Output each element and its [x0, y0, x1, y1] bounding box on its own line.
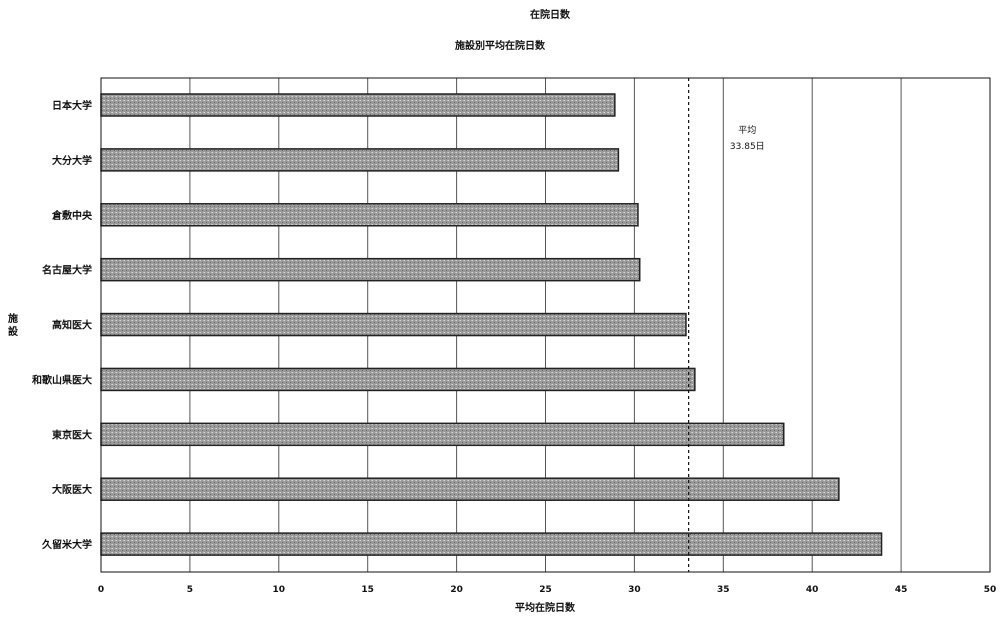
category-label: 和歌山県医大 — [31, 373, 92, 386]
category-label: 久留米大学 — [41, 538, 92, 551]
category-label: 高知医大 — [52, 319, 92, 332]
average-reference: 平均 33.85日 — [688, 78, 765, 572]
bar — [100, 148, 620, 172]
bar — [100, 367, 696, 392]
category-label: 名古屋大学 — [42, 264, 92, 277]
x-tick-label: 30 — [628, 585, 641, 595]
x-tick-label: 0 — [98, 585, 104, 595]
x-tick-label: 15 — [361, 585, 374, 595]
bar — [100, 257, 641, 282]
x-axis-label: 平均在院日数 — [515, 601, 576, 614]
y-axis-label: 施設 — [8, 312, 19, 338]
category-label: 日本大学 — [52, 99, 92, 112]
bars — [100, 93, 883, 556]
x-tick-label: 45 — [895, 585, 908, 595]
average-value-label: 33.85日 — [730, 141, 765, 152]
bar — [100, 532, 883, 556]
bar — [100, 93, 616, 117]
bar — [100, 477, 840, 501]
x-tick-label: 25 — [539, 585, 552, 595]
x-tick-label: 20 — [450, 585, 463, 595]
category-label: 東京医大 — [52, 428, 92, 441]
x-tick-label: 35 — [717, 585, 730, 595]
bar — [100, 422, 785, 447]
x-tick-label: 10 — [273, 585, 286, 595]
category-label: 倉敷中央 — [51, 209, 93, 222]
bar — [100, 312, 687, 337]
bar — [100, 203, 639, 227]
category-label: 大分大学 — [52, 154, 92, 167]
x-tick-label: 40 — [806, 585, 819, 595]
chart-title: 在院日数 — [530, 8, 571, 21]
plot-frame — [100, 77, 991, 573]
chart-subtitle: 施設別平均在院日数 — [455, 39, 546, 52]
x-tick-label: 5 — [187, 585, 193, 595]
x-tick-label: 50 — [984, 585, 997, 595]
x-tick-labels: 0 5 10 15 20 25 30 35 40 45 50 — [98, 585, 996, 595]
category-label: 大阪医大 — [52, 483, 92, 496]
average-label: 平均 — [738, 124, 756, 136]
